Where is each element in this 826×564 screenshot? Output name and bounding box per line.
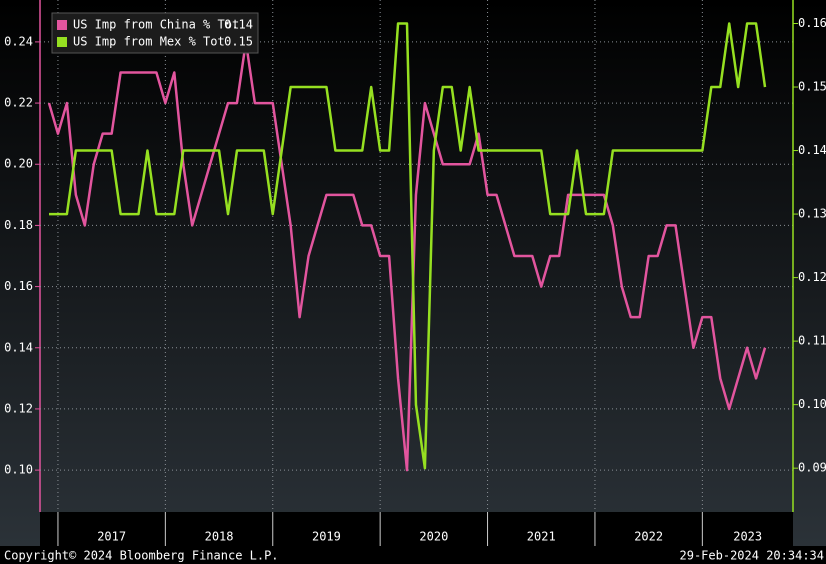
y-tick-label: 0.14	[4, 340, 33, 354]
x-tick-label: 2018	[205, 530, 234, 544]
legend-swatch	[57, 20, 67, 30]
legend-value: 0.14	[224, 18, 253, 32]
legend-label: US Imp from Mex % Tot	[73, 35, 225, 49]
y-tick-label: 0.10	[4, 463, 33, 477]
x-tick-label: 2019	[312, 530, 341, 544]
y-tick-label: 0.22	[4, 96, 33, 110]
y-tick-label: 0.12	[4, 401, 33, 415]
x-axis-band	[40, 512, 793, 546]
legend-label: US Imp from China % Tot	[73, 18, 239, 32]
y2-tick-label: 0.09	[798, 461, 826, 475]
footer-right: 29-Feb-2024 20:34:34	[680, 549, 825, 563]
legend-swatch	[57, 37, 67, 47]
x-tick-label: 2021	[527, 530, 556, 544]
y-tick-label: 0.16	[4, 279, 33, 293]
legend-value: 0.15	[224, 35, 253, 49]
y2-tick-label: 0.12	[798, 270, 826, 284]
x-tick-label: 2023	[733, 530, 762, 544]
y2-tick-label: 0.13	[798, 207, 826, 221]
y2-tick-label: 0.16	[798, 16, 826, 30]
footer-left: Copyright© 2024 Bloomberg Finance L.P.	[4, 549, 279, 563]
y2-tick-label: 0.14	[798, 143, 826, 157]
y-tick-label: 0.18	[4, 218, 33, 232]
series-line	[47, 40, 767, 472]
y2-tick-label: 0.15	[798, 80, 826, 94]
y-tick-label: 0.20	[4, 157, 33, 171]
y-tick-label: 0.24	[4, 34, 33, 48]
y2-tick-label: 0.10	[798, 397, 826, 411]
y2-tick-label: 0.11	[798, 334, 826, 348]
x-tick-label: 2022	[634, 530, 663, 544]
x-tick-label: 2017	[97, 530, 126, 544]
x-tick-label: 2020	[419, 530, 448, 544]
legend-box	[51, 12, 259, 54]
series-line	[49, 22, 767, 470]
